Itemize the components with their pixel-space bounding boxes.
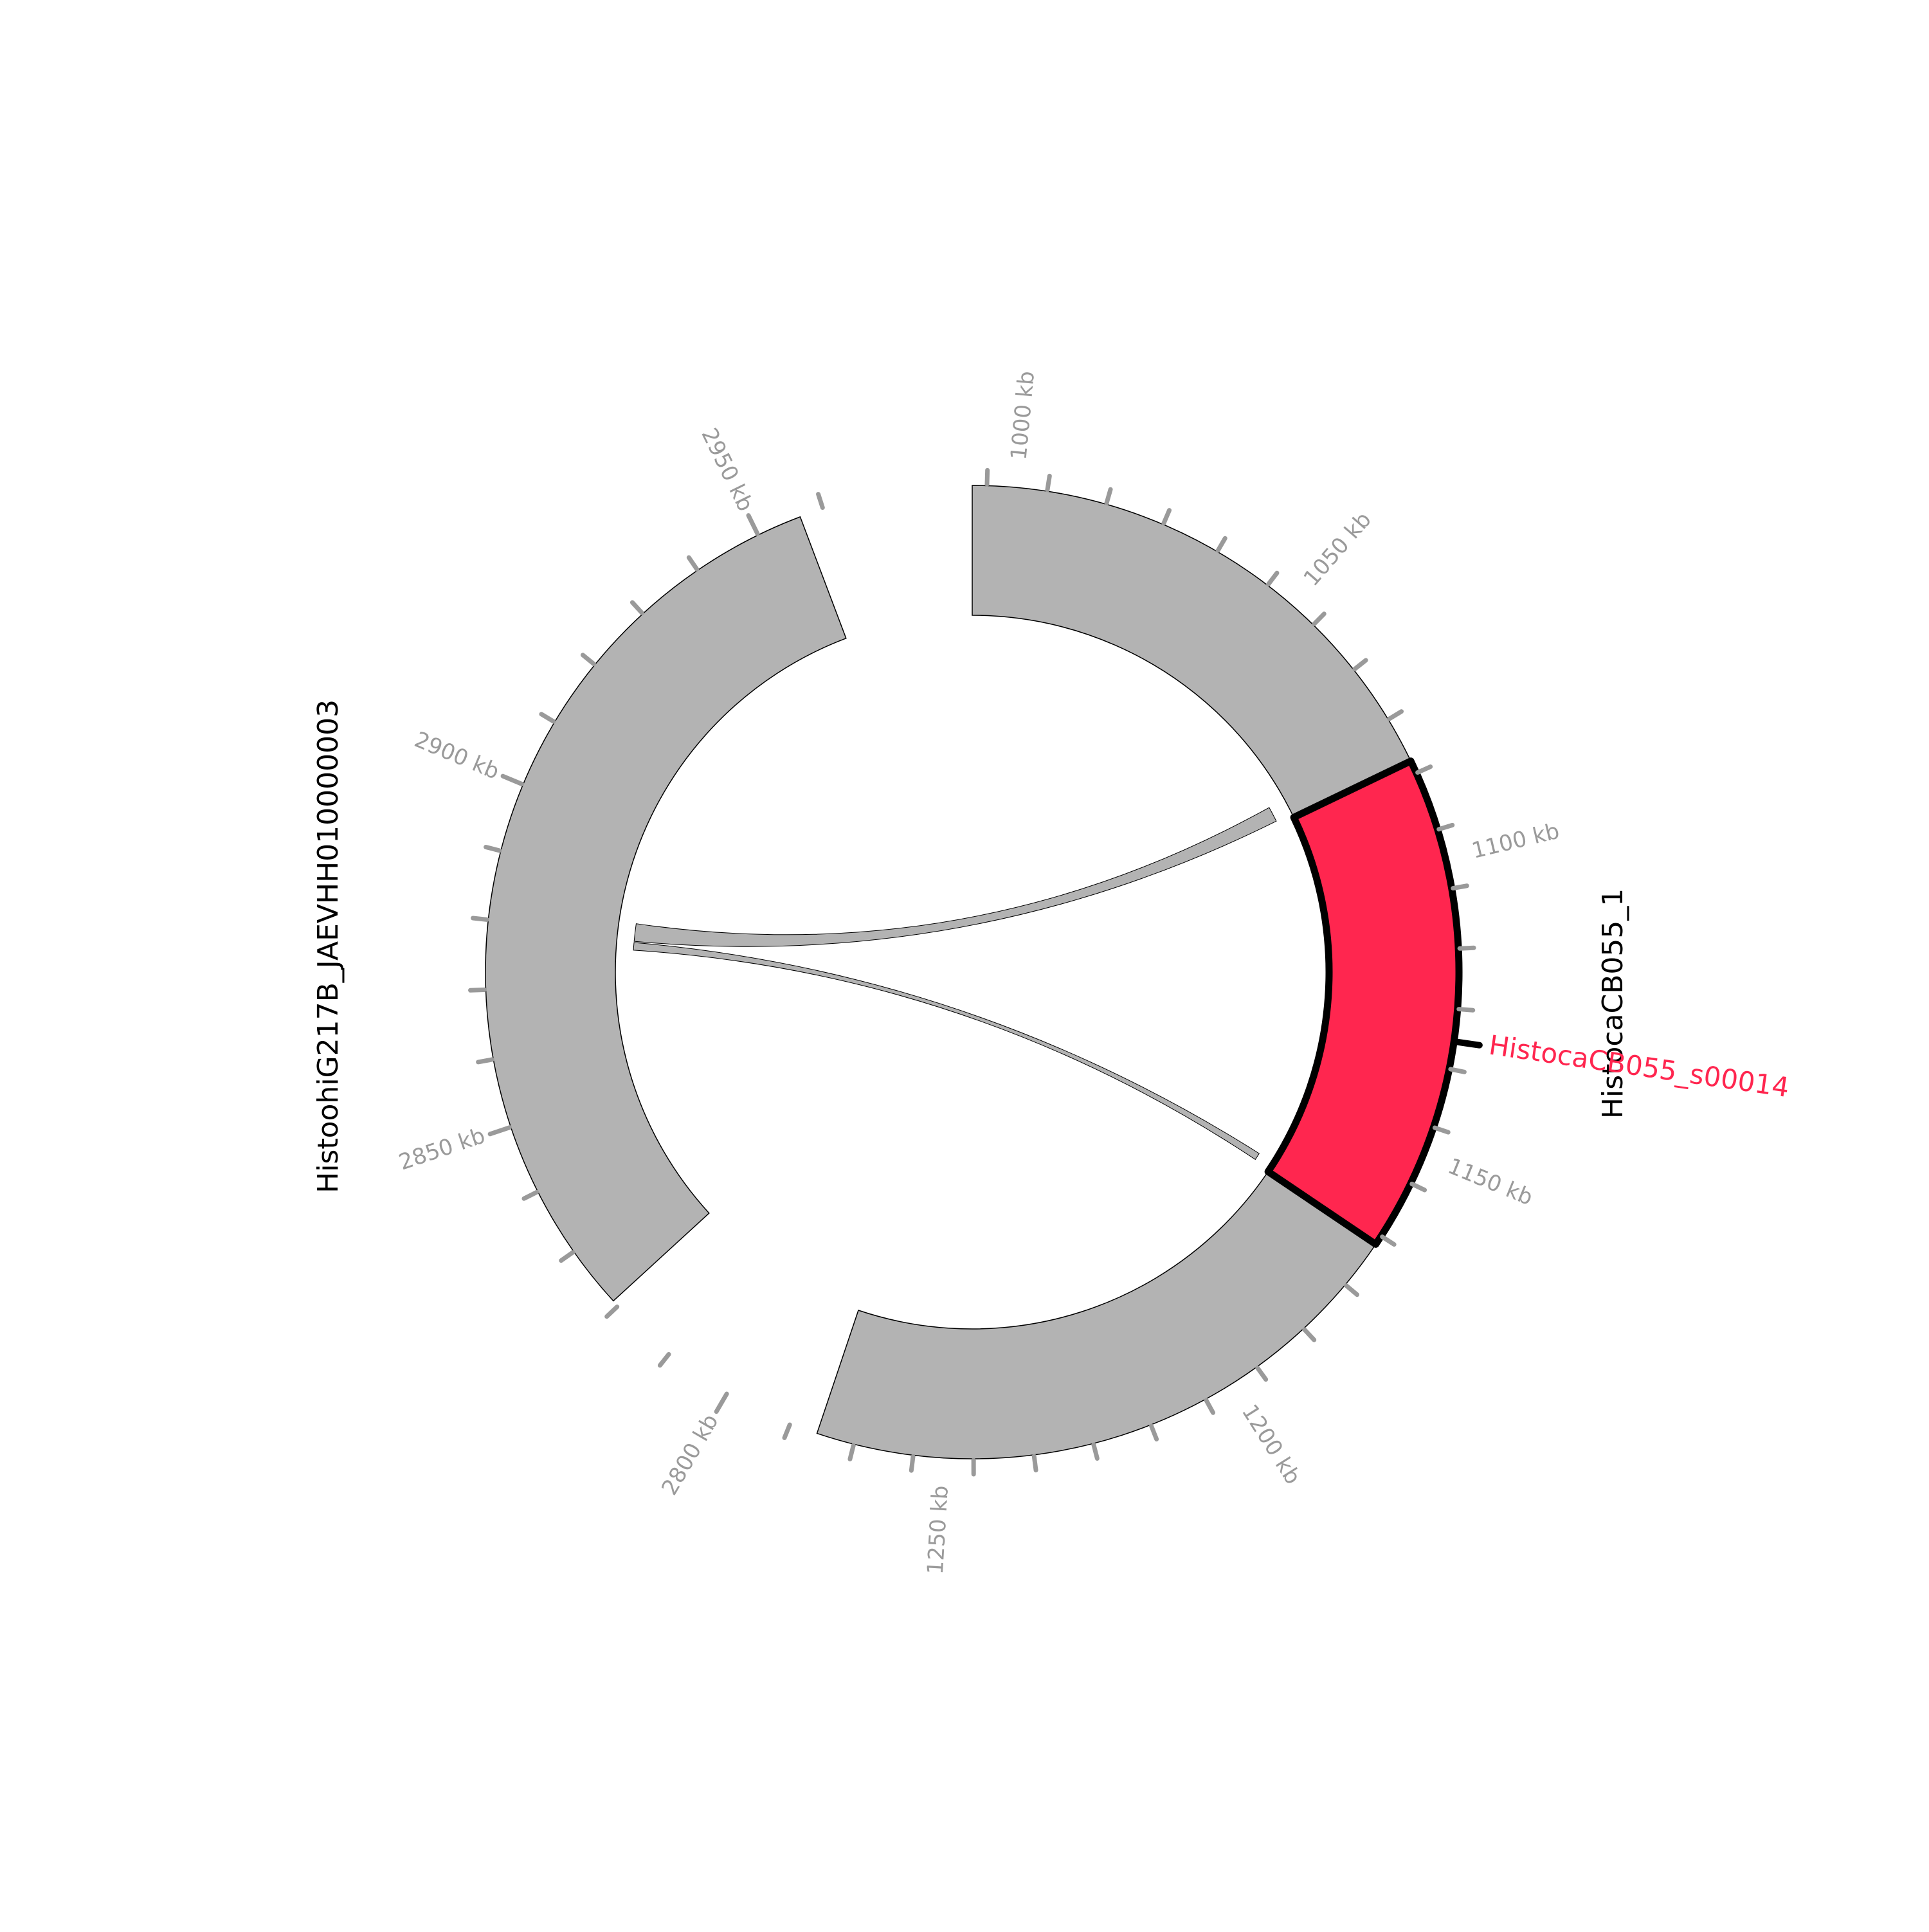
contig-arcs [485, 485, 1459, 1459]
contig-label-right: HistocaCB055_1 [1597, 889, 1629, 1119]
minor-tick [524, 1192, 537, 1198]
contig-arc-left [485, 517, 846, 1301]
minor-tick [911, 1456, 913, 1470]
minor-tick [784, 1425, 790, 1438]
minor-tick [1305, 1330, 1314, 1340]
minor-tick [1453, 886, 1467, 889]
minor-tick [1269, 573, 1277, 584]
minor-tick [819, 494, 823, 508]
minor-tick [1314, 614, 1324, 624]
minor-tick [1459, 1009, 1473, 1011]
minor-tick [478, 1060, 493, 1062]
minor-tick [473, 918, 487, 919]
minor-tick [1258, 1368, 1266, 1380]
major-tick [748, 516, 757, 534]
tick-label: 2800 kb [657, 1410, 723, 1500]
minor-tick [660, 1354, 669, 1365]
minor-tick [486, 847, 500, 851]
tick-label: 1100 kb [1469, 818, 1562, 864]
highlight-label: HistocaCB055_s00014 [1487, 1029, 1791, 1104]
tick-label: 1200 kb [1236, 1400, 1306, 1489]
tick-label: 1050 kb [1299, 507, 1377, 591]
minor-tick [541, 714, 554, 721]
minor-tick [561, 1252, 573, 1261]
minor-tick [1164, 510, 1170, 523]
minor-tick [1152, 1426, 1157, 1439]
tick-label: 2850 kb [395, 1123, 488, 1175]
major-tick [716, 1394, 727, 1412]
synteny-link-upper [634, 808, 1276, 946]
highlight-marker [1454, 1042, 1480, 1045]
minor-tick [1218, 538, 1225, 550]
major-tick [490, 1128, 509, 1134]
major-tick [503, 776, 522, 784]
minor-tick [1390, 712, 1402, 719]
minor-tick [1034, 1456, 1036, 1470]
minor-tick [1047, 476, 1049, 490]
minor-tick [850, 1445, 853, 1459]
minor-tick [1412, 1184, 1425, 1190]
minor-tick [689, 557, 696, 569]
minor-tick [471, 989, 485, 990]
tick-label: 1250 kb [923, 1485, 954, 1575]
minor-tick [1435, 1128, 1448, 1132]
minor-tick [632, 602, 642, 613]
minor-tick [1206, 1400, 1213, 1413]
tick-label: 2900 kb [411, 727, 503, 784]
tick-label: 2950 kb [696, 424, 758, 516]
minor-tick [1355, 660, 1366, 669]
minor-tick [1439, 825, 1453, 829]
minor-tick [1451, 1069, 1465, 1072]
synteny-link-lower [633, 943, 1259, 1159]
tick-label: 1000 kb [1006, 370, 1040, 461]
minor-tick [1107, 489, 1110, 503]
synteny-links [633, 808, 1276, 1159]
minor-tick [1418, 767, 1431, 773]
minor-tick [987, 470, 988, 484]
minor-tick [1346, 1286, 1357, 1295]
highlight-sector [1268, 761, 1459, 1245]
contig-label-left: HistoohiG217B_JAEVHH010000003 [312, 700, 345, 1193]
minor-tick [1382, 1237, 1394, 1245]
tick-label: 1150 kb [1444, 1153, 1536, 1211]
minor-tick [583, 655, 593, 664]
minor-tick [1094, 1445, 1097, 1458]
minor-tick [607, 1307, 617, 1317]
